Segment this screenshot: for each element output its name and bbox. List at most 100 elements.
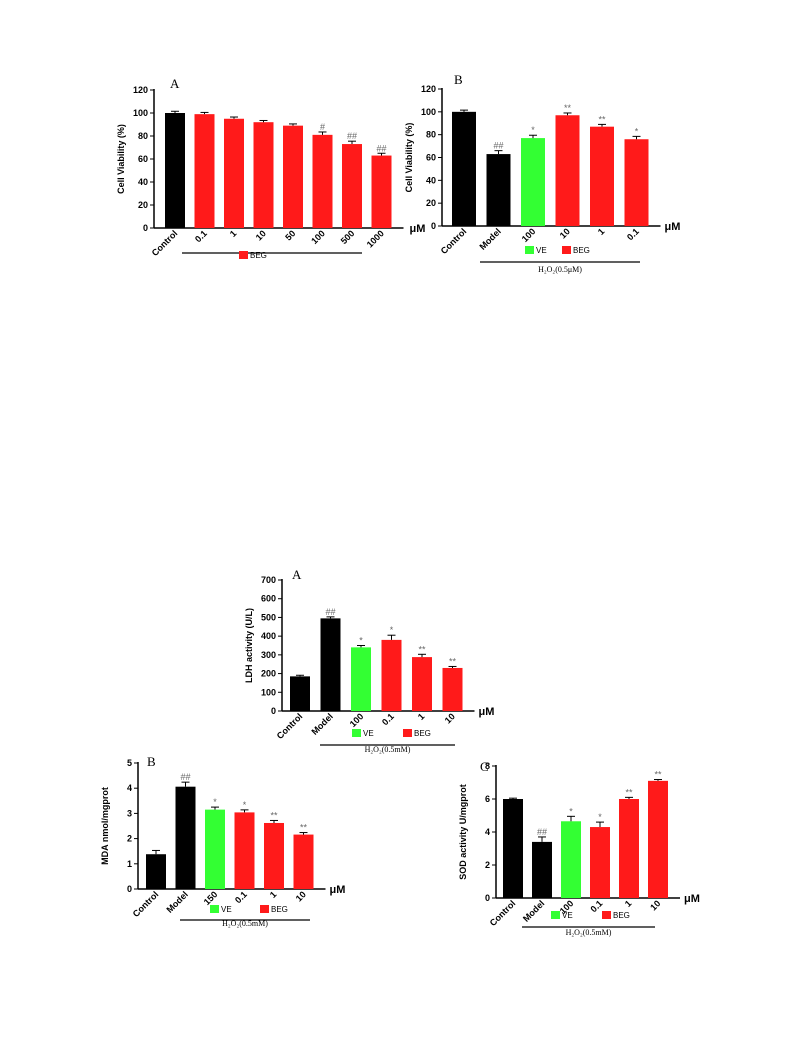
x-tick-label: 0.1 [193, 228, 209, 244]
y-tick-label: 400 [261, 631, 276, 641]
significance-mark: * [213, 797, 217, 807]
y-axis-label: MDA nmol/mgprot [100, 787, 110, 865]
y-tick-label: 8 [485, 761, 490, 771]
panel-letter: B [147, 754, 156, 769]
legend-label: BEG [250, 251, 267, 260]
y-tick-label: 40 [138, 177, 148, 187]
y-tick-label: 500 [261, 612, 276, 622]
legend-label: BEG [414, 729, 431, 738]
y-tick-label: 200 [261, 669, 276, 679]
bar [532, 841, 552, 898]
bar [194, 114, 215, 228]
y-tick-label: 100 [261, 687, 276, 697]
bar [312, 134, 333, 228]
x-tick-label: 10 [648, 898, 662, 912]
significance-mark: * [390, 625, 394, 635]
x-tick-label: Control [439, 226, 469, 256]
x-tick-label: Model [164, 889, 189, 914]
significance-mark: ** [625, 787, 633, 797]
bar [234, 812, 255, 889]
legend-swatch [239, 251, 248, 259]
panel-letter: A [170, 76, 180, 91]
x-tick-label: Model [309, 711, 334, 736]
legend-swatch [602, 911, 611, 919]
x-tick-label: Control [488, 898, 518, 928]
bar [381, 639, 402, 711]
x-tick-label: 1 [623, 898, 634, 909]
y-tick-label: 60 [138, 154, 148, 164]
chart-mda: B 0 1 2 3 4 5 MDA nmol/mgprot μM Control ## Model * 1… [100, 754, 346, 928]
y-tick-label: 100 [421, 107, 436, 117]
significance-mark: # [320, 122, 325, 132]
legend-swatch [403, 729, 412, 737]
x-tick-label: 0.1 [380, 711, 396, 727]
x-tick-label: Model [521, 898, 546, 923]
panel-letter: B [454, 72, 463, 87]
y-axis-label: Cell Viability (%) [116, 124, 126, 194]
legend-swatch [210, 905, 219, 913]
group-footer-label: H₂O₂(0.5mM) [566, 928, 612, 937]
y-tick-label: 80 [426, 130, 436, 140]
bar [342, 144, 362, 228]
x-tick-label: 1 [596, 226, 607, 237]
x-tick-label: 150 [202, 889, 220, 907]
chart-cell-viability-h2o2: B 0 20 40 60 80 100 120 Cell Viability (%) μM Cont… [404, 72, 680, 274]
unit-label: μM [479, 706, 495, 718]
bar [264, 822, 284, 889]
legend-swatch [551, 911, 560, 919]
bar [452, 111, 476, 226]
x-tick-label: Control [150, 228, 180, 258]
significance-mark: ** [564, 103, 572, 113]
x-tick-label: 100 [520, 226, 538, 244]
x-tick-label: 10 [254, 228, 268, 242]
bar [290, 676, 310, 711]
x-tick-label: 100 [309, 228, 327, 246]
group-footer-label: H₂O₂(0.5μM) [538, 265, 582, 274]
bar [555, 115, 580, 226]
panel-letter: A [292, 567, 302, 582]
x-tick-label: 0.1 [233, 889, 249, 905]
significance-mark: ## [325, 607, 335, 617]
significance-mark: ** [270, 810, 278, 820]
bar [521, 138, 545, 226]
y-tick-label: 40 [426, 175, 436, 185]
y-tick-label: 2 [485, 860, 490, 870]
significance-mark: ## [537, 827, 547, 837]
bar [503, 799, 523, 898]
legend-swatch [260, 905, 269, 913]
legend-swatch [352, 729, 361, 737]
bar [351, 647, 371, 711]
bar [412, 657, 432, 711]
significance-mark: * [531, 125, 535, 135]
y-tick-label: 60 [426, 153, 436, 163]
y-tick-label: 4 [127, 783, 132, 793]
bar [619, 799, 639, 898]
x-tick-label: Model [477, 226, 502, 251]
chart-cell-viability-beg: A 0 20 40 60 80 100 120 Cell Viability (%) μM Cont… [116, 76, 425, 260]
y-tick-label: 0 [127, 884, 132, 894]
significance-mark: ## [493, 141, 503, 151]
significance-mark: * [359, 636, 363, 646]
significance-mark: ## [347, 131, 357, 141]
legend-label: BEG [271, 905, 288, 914]
x-tick-label: 500 [339, 228, 357, 246]
significance-mark: ** [654, 770, 662, 780]
y-tick-label: 0 [485, 893, 490, 903]
unit-label: μM [330, 884, 346, 896]
bar [486, 154, 511, 226]
significance-mark: * [598, 812, 602, 822]
y-tick-label: 700 [261, 575, 276, 585]
unit-label: μM [410, 223, 426, 235]
y-tick-label: 1 [127, 859, 132, 869]
bar [165, 113, 185, 228]
panel-letter: C [480, 759, 489, 774]
bar [590, 126, 614, 226]
legend-label: VE [536, 246, 547, 255]
bar [146, 854, 166, 889]
x-tick-label: 100 [348, 711, 366, 729]
y-tick-label: 300 [261, 650, 276, 660]
bar [224, 118, 244, 228]
y-tick-label: 120 [133, 85, 148, 95]
bar [320, 618, 341, 711]
group-footer-label: H₂O₂(0.5mM) [365, 745, 411, 754]
